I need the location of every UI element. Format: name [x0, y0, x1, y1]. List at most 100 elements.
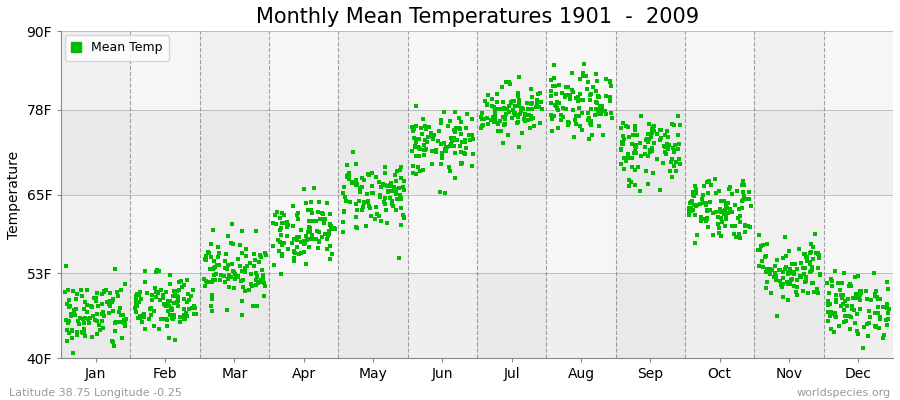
- Point: [65, 326, 79, 333]
- Point: [670, 113, 685, 119]
- Point: [218, 258, 232, 264]
- Point: [695, 196, 709, 202]
- Point: [569, 113, 583, 119]
- Point: [392, 255, 406, 262]
- Point: [320, 236, 334, 243]
- Point: [764, 290, 778, 296]
- Point: [599, 93, 614, 99]
- Point: [870, 310, 885, 316]
- Point: [76, 320, 91, 326]
- Point: [763, 266, 778, 273]
- Point: [513, 107, 527, 114]
- Point: [225, 221, 239, 228]
- Point: [755, 264, 770, 270]
- Point: [439, 148, 454, 154]
- Point: [205, 265, 220, 272]
- Point: [502, 79, 517, 85]
- Point: [229, 272, 243, 279]
- Point: [591, 94, 606, 100]
- Point: [711, 214, 725, 220]
- Point: [337, 184, 351, 190]
- Point: [666, 145, 680, 152]
- Point: [65, 335, 79, 341]
- Point: [873, 314, 887, 320]
- Point: [218, 265, 232, 272]
- Point: [518, 112, 532, 118]
- Point: [409, 138, 423, 145]
- Point: [623, 155, 637, 162]
- Point: [614, 146, 628, 153]
- Point: [274, 271, 289, 277]
- Point: [280, 224, 294, 230]
- Point: [653, 135, 668, 141]
- Point: [845, 306, 859, 312]
- Point: [170, 299, 184, 305]
- Point: [657, 132, 671, 138]
- Point: [436, 108, 451, 115]
- Point: [843, 313, 858, 320]
- Point: [389, 188, 403, 195]
- Point: [778, 264, 793, 270]
- Point: [177, 316, 192, 322]
- Point: [452, 115, 466, 121]
- Point: [448, 124, 463, 131]
- Point: [869, 324, 884, 331]
- Point: [504, 100, 518, 106]
- Point: [406, 126, 420, 132]
- Point: [720, 210, 734, 216]
- Point: [389, 191, 403, 198]
- Point: [89, 330, 104, 337]
- Point: [790, 284, 805, 290]
- Point: [803, 269, 817, 275]
- Point: [585, 132, 599, 138]
- Point: [414, 125, 428, 132]
- Point: [170, 294, 184, 300]
- Point: [158, 302, 172, 308]
- Point: [256, 280, 271, 286]
- Point: [287, 248, 302, 255]
- Point: [80, 302, 94, 308]
- Point: [491, 120, 505, 126]
- Point: [821, 308, 835, 315]
- Point: [302, 218, 317, 224]
- Point: [324, 224, 338, 230]
- Point: [631, 164, 645, 170]
- Point: [728, 222, 742, 229]
- Point: [812, 252, 826, 258]
- Point: [445, 136, 459, 142]
- Point: [373, 194, 387, 200]
- Point: [616, 139, 631, 145]
- Point: [274, 227, 288, 234]
- Point: [299, 200, 313, 206]
- Point: [770, 257, 784, 263]
- Point: [276, 240, 291, 246]
- Point: [625, 141, 639, 148]
- Point: [511, 93, 526, 100]
- Point: [820, 279, 834, 286]
- Point: [152, 326, 166, 333]
- Point: [412, 136, 427, 142]
- Bar: [61, 195, 893, 273]
- Point: [813, 272, 827, 278]
- Point: [327, 225, 341, 231]
- Point: [524, 86, 538, 92]
- Point: [86, 313, 100, 319]
- Point: [63, 302, 77, 309]
- Point: [85, 304, 99, 310]
- Point: [593, 109, 608, 116]
- Point: [427, 132, 441, 138]
- Point: [628, 147, 643, 154]
- Point: [363, 204, 377, 211]
- Point: [726, 230, 741, 237]
- Point: [336, 229, 350, 235]
- Point: [506, 98, 520, 104]
- Point: [714, 208, 728, 214]
- Point: [185, 287, 200, 294]
- Point: [711, 225, 725, 231]
- Point: [701, 224, 716, 230]
- Point: [180, 299, 194, 305]
- Point: [829, 297, 843, 303]
- Point: [246, 303, 260, 310]
- Point: [531, 90, 545, 97]
- Point: [310, 208, 325, 215]
